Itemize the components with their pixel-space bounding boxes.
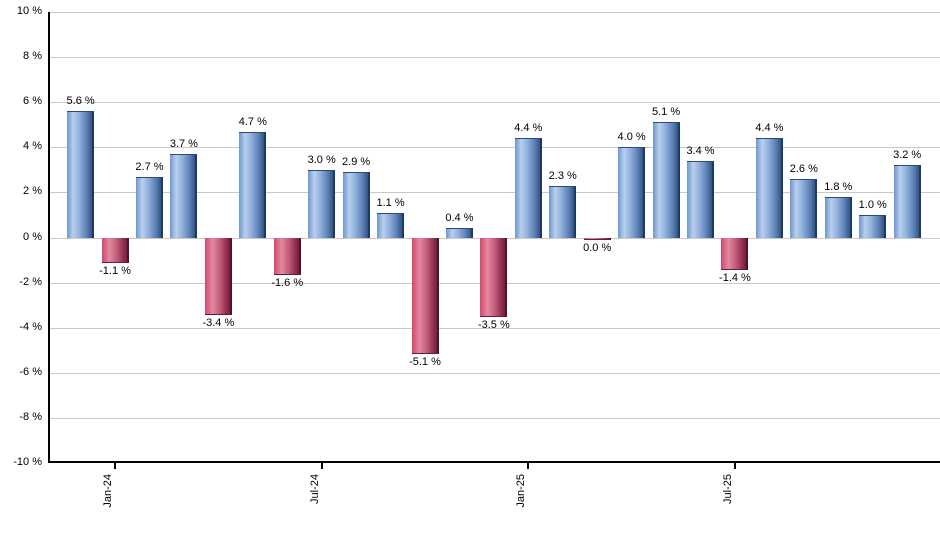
y-tick-label: 8 % — [23, 50, 42, 63]
bar-value-label: 3.7 % — [169, 138, 198, 151]
gridline — [50, 147, 940, 149]
bar-value-label: -1.6 % — [271, 276, 304, 289]
bar-value-label: 5.1 % — [652, 106, 681, 119]
y-tick-label: 0 % — [23, 230, 42, 243]
bar — [308, 169, 336, 239]
bar-value-label: 1.1 % — [376, 196, 405, 209]
bar-value-label: 4.0 % — [617, 131, 646, 144]
x-tick-mark — [527, 463, 530, 469]
bar — [480, 237, 508, 318]
bar — [687, 160, 715, 239]
y-tick-label: -2 % — [19, 275, 42, 288]
bar — [342, 172, 370, 239]
gridline — [50, 57, 940, 59]
bar — [824, 196, 852, 239]
y-tick-label: 2 % — [23, 185, 42, 198]
bar-value-label: 0.0 % — [583, 242, 612, 254]
bar-value-label: 2.7 % — [135, 160, 164, 173]
gridline — [50, 192, 940, 194]
bar-value-label: 4.4 % — [514, 122, 543, 135]
gridline — [50, 327, 940, 329]
bar — [755, 138, 783, 239]
bar — [101, 237, 129, 264]
x-tick-mark — [733, 463, 736, 469]
bar — [377, 212, 405, 239]
y-tick-label: 10 % — [16, 5, 42, 17]
bar-value-label: 4.7 % — [238, 115, 267, 128]
bar — [411, 237, 439, 354]
bar-value-label: 3.0 % — [307, 153, 336, 166]
y-tick-label: -4 % — [19, 320, 42, 333]
bar-value-label: 4.4 % — [755, 122, 784, 135]
bar — [618, 147, 646, 239]
y-tick-label: -10 % — [13, 456, 42, 468]
bar — [893, 165, 921, 239]
bar-value-label: 1.0 % — [858, 198, 887, 211]
bar — [445, 228, 473, 239]
bar — [652, 122, 680, 239]
bar — [135, 176, 163, 239]
bar — [721, 237, 749, 271]
x-tick-label: Jul-24 — [308, 474, 321, 504]
y-tick-label: 4 % — [23, 140, 42, 153]
gridline — [50, 417, 940, 419]
bar-value-label: 1.8 % — [824, 180, 853, 193]
bar — [170, 154, 198, 239]
bar-value-label: 2.9 % — [342, 156, 371, 169]
x-tick-label: Jan-25 — [515, 474, 528, 508]
bar-value-label: -1.4 % — [719, 272, 751, 285]
bar — [239, 131, 267, 239]
bar-value-label: 5.6 % — [66, 95, 95, 108]
bar-value-label: -5.1 % — [409, 355, 441, 368]
bar-value-label: -3.4 % — [202, 317, 235, 330]
y-tick-label: 6 % — [23, 95, 42, 108]
bar-value-label: 3.4 % — [686, 144, 715, 157]
y-tick-label: -6 % — [19, 365, 42, 378]
bar-value-label: -1.1 % — [99, 265, 131, 278]
gridline — [50, 372, 940, 374]
bar-value-label: 2.6 % — [789, 162, 818, 175]
x-tick-mark — [114, 463, 117, 469]
bar-value-label: 0.4 % — [445, 212, 474, 225]
gridline — [50, 102, 940, 104]
bar — [514, 138, 542, 239]
bar — [67, 111, 95, 239]
bar-value-label: 3.2 % — [893, 149, 922, 162]
bar — [790, 178, 818, 239]
plot-area: 5.6 % -1.1 % 2.7 % 3.7 % -3.4 % 4.7 % -1.6 % 3.… — [48, 12, 940, 463]
bar — [204, 237, 232, 316]
bar-value-label: -3.5 % — [477, 319, 510, 332]
gridline — [50, 12, 940, 13]
x-tick-label: Jan-24 — [102, 474, 115, 508]
bar — [859, 214, 887, 239]
bar — [583, 237, 611, 240]
bar — [273, 237, 301, 275]
x-tick-label: Jul-25 — [721, 474, 734, 504]
y-tick-label: -8 % — [19, 410, 42, 423]
x-tick-mark — [320, 463, 323, 469]
bar — [549, 185, 577, 239]
bar-value-label: 2.3 % — [548, 169, 577, 182]
